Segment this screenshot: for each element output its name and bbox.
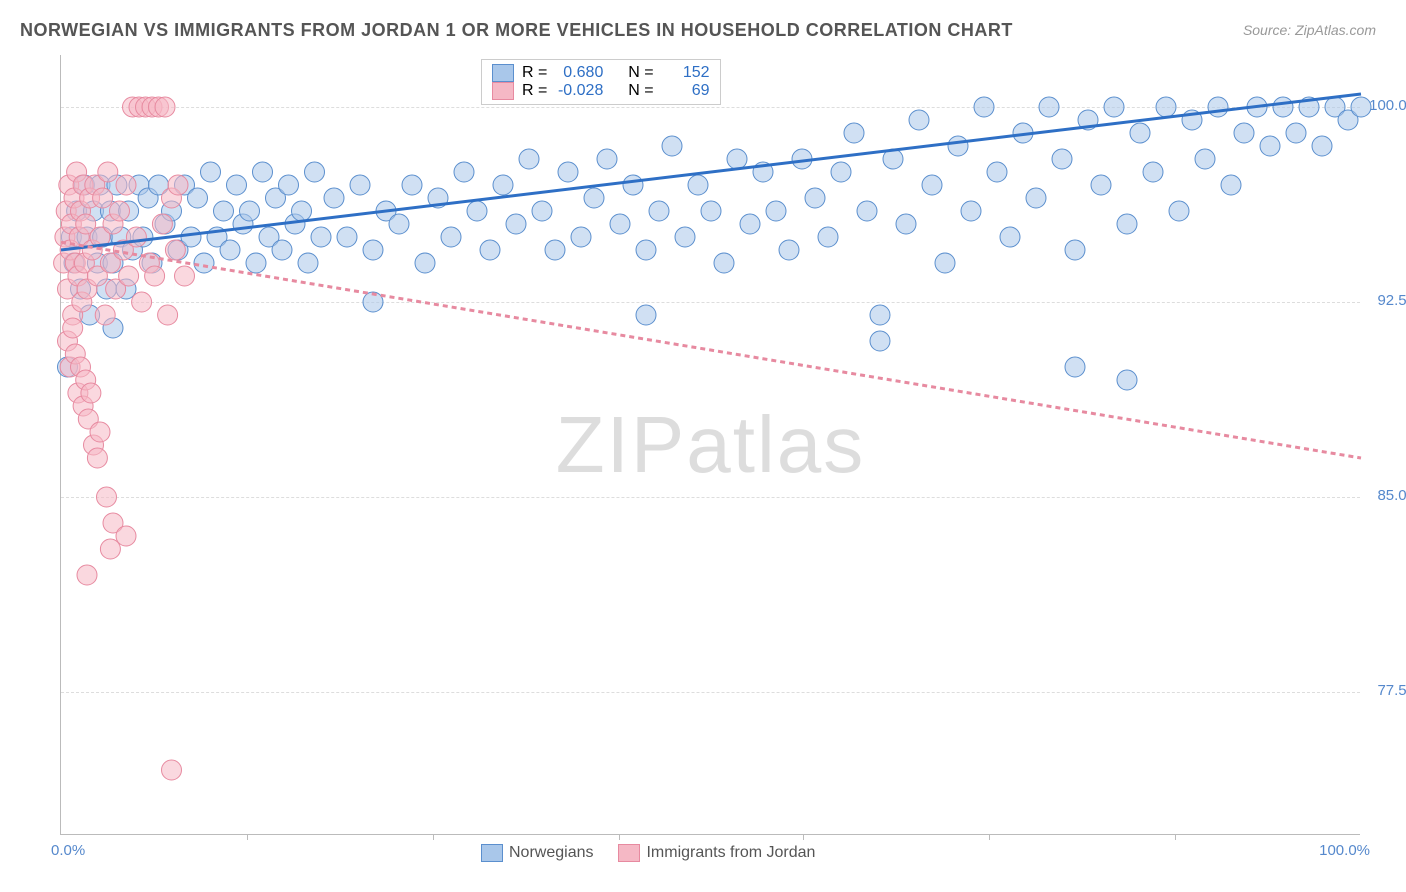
source-attribution: Source: ZipAtlas.com	[1243, 22, 1376, 38]
legend-row-1: R = 0.680 N = 152	[492, 64, 710, 82]
scatter-svg	[61, 55, 1360, 834]
swatch-series2-bottom	[618, 844, 640, 862]
legend-row-2: R = -0.028 N = 69	[492, 82, 710, 100]
x-tick-0: 0.0%	[51, 842, 85, 859]
series-legend: Norwegians Immigrants from Jordan	[481, 844, 815, 862]
legend-item-1: Norwegians	[481, 844, 593, 862]
plot-area: ZIPatlas 77.5%85.0%92.5%100.0% 0.0% 100.…	[60, 55, 1360, 835]
chart-title: NORWEGIAN VS IMMIGRANTS FROM JORDAN 1 OR…	[20, 20, 1013, 41]
correlation-legend: R = 0.680 N = 152 R = -0.028 N = 69	[481, 59, 721, 105]
swatch-series2	[492, 82, 514, 100]
swatch-series1	[492, 64, 514, 82]
legend-item-2: Immigrants from Jordan	[618, 844, 815, 862]
x-tick-100: 100.0%	[1319, 842, 1370, 859]
swatch-series1-bottom	[481, 844, 503, 862]
